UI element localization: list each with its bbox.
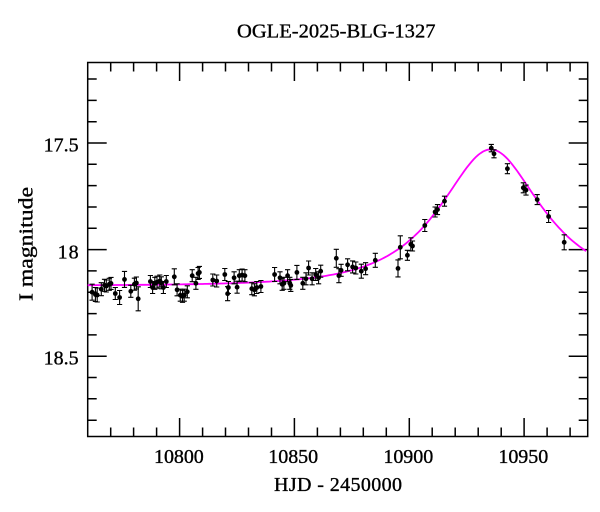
- svg-text:10800: 10800: [154, 446, 204, 468]
- svg-text:OGLE-2025-BLG-1327: OGLE-2025-BLG-1327: [237, 21, 436, 43]
- svg-text:10850: 10850: [268, 446, 318, 468]
- svg-text:10900: 10900: [383, 446, 433, 468]
- svg-text:I magnitude: I magnitude: [16, 187, 38, 301]
- svg-text:18: 18: [58, 242, 79, 264]
- svg-text:HJD - 2450000: HJD - 2450000: [274, 474, 402, 496]
- svg-text:18.5: 18.5: [44, 348, 79, 370]
- svg-text:17.5: 17.5: [44, 135, 79, 157]
- svg-text:10950: 10950: [498, 446, 548, 468]
